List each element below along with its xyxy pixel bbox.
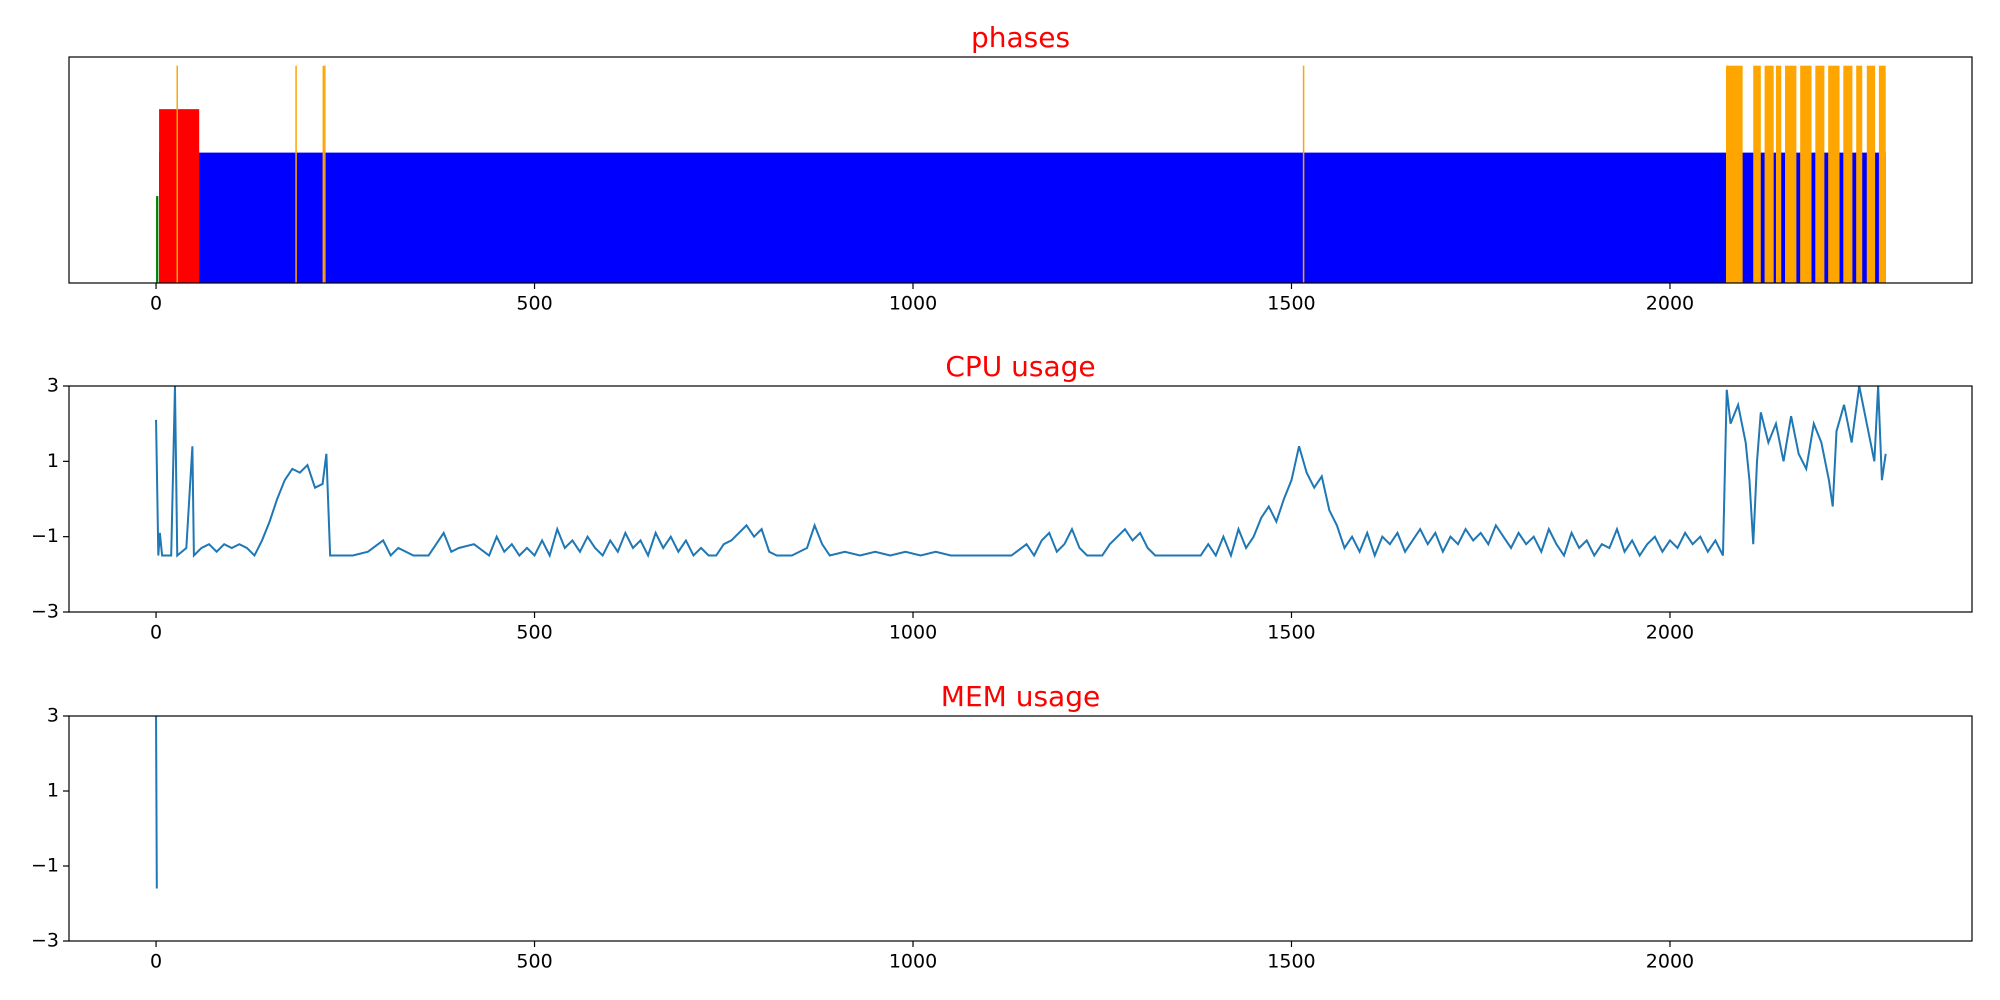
x-tick-label: 2000: [1646, 622, 1694, 644]
phase-bar: [1815, 65, 1825, 283]
chart-title: MEM usage: [941, 680, 1100, 713]
phase-bar: [1843, 65, 1853, 283]
phase-bar: [324, 65, 326, 283]
x-tick-label: 1500: [1267, 293, 1315, 315]
y-tick-label: −1: [31, 525, 59, 547]
phase-bar: [1753, 65, 1761, 283]
x-tick-label: 1000: [889, 622, 937, 644]
y-tick-label: −3: [31, 930, 59, 952]
phase-bar: [1856, 65, 1863, 283]
phase-bar: [159, 109, 200, 284]
x-tick-label: 1000: [889, 951, 937, 973]
chart-title: phases: [971, 21, 1070, 54]
usage-line: [155, 385, 1887, 559]
y-tick-label: 1: [47, 780, 59, 802]
axes-frame: [68, 385, 1973, 613]
phase-bar: [1775, 65, 1782, 283]
phase-bar: [1764, 65, 1774, 283]
x-tick-label: 1500: [1267, 951, 1315, 973]
phase-bar: [295, 65, 297, 283]
phase-bar: [176, 65, 178, 283]
x-tick-label: 0: [150, 951, 162, 973]
phase-bar: [1785, 65, 1797, 283]
axes-frame: [68, 715, 1973, 942]
x-tick-label: 500: [516, 951, 552, 973]
phase-bar: [156, 196, 159, 283]
x-tick-label: 500: [516, 293, 552, 315]
x-tick-label: 1500: [1267, 622, 1315, 644]
phase-bar: [1866, 65, 1876, 283]
phase-bar: [322, 65, 325, 283]
phase-bar: [159, 152, 1886, 283]
phase-bar: [1878, 65, 1886, 283]
y-tick-label: −1: [31, 855, 59, 877]
x-tick-label: 500: [516, 622, 552, 644]
phase-bar: [1725, 65, 1743, 283]
x-tick-label: 0: [150, 622, 162, 644]
x-tick-label: 1000: [889, 293, 937, 315]
phase-bar: [1828, 65, 1840, 283]
phase-bar: [1800, 65, 1812, 283]
x-tick-label: 0: [150, 293, 162, 315]
y-tick-label: 3: [47, 705, 59, 727]
usage-line: [155, 715, 158, 889]
x-tick-label: 2000: [1646, 293, 1694, 315]
axes-frame: [68, 56, 1973, 284]
y-tick-label: −3: [31, 601, 59, 623]
x-tick-label: 2000: [1646, 951, 1694, 973]
phase-bar: [1302, 65, 1305, 283]
y-tick-label: 1: [47, 450, 59, 472]
chart-title: CPU usage: [945, 350, 1095, 383]
y-tick-label: 3: [47, 375, 59, 397]
